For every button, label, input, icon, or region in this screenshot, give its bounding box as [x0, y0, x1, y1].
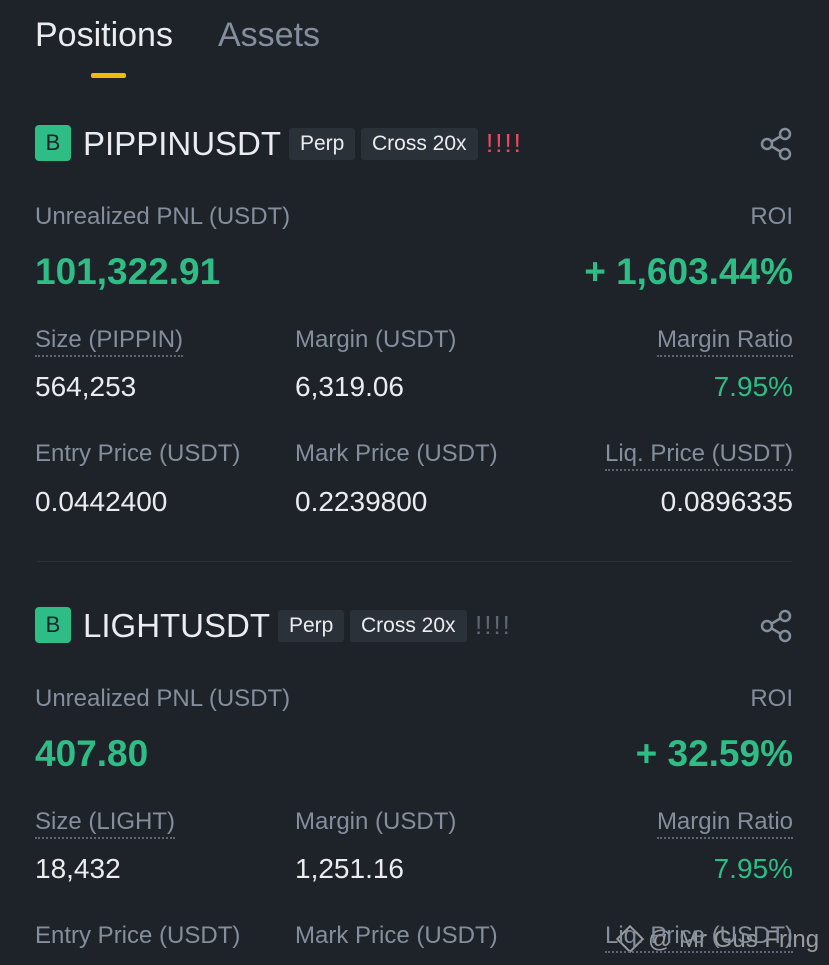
tag: Cross 20x: [361, 128, 478, 160]
field-label: Size (PIPPIN): [35, 325, 184, 357]
roi-value: + 32.59%: [635, 733, 793, 774]
side-badge: B: [35, 125, 71, 161]
field-label: Mark Price (USDT): [295, 440, 498, 467]
tab-assets[interactable]: Assets: [218, 16, 321, 54]
watermark: @ Mr Gus Fring: [615, 924, 820, 955]
field-label: Margin (USDT): [295, 326, 457, 353]
tab-indicator: [91, 73, 126, 78]
symbol: LIGHTUSDT: [83, 607, 271, 644]
field-value: 18,432: [35, 853, 121, 884]
field-value: 7.95%: [713, 853, 793, 884]
roi-label: ROI: [750, 203, 793, 230]
divider: [37, 561, 792, 562]
risk-indicator: !!!!: [486, 128, 523, 158]
field-label: Size (LIGHT): [35, 807, 176, 839]
field-label: Liq. Price (USDT): [604, 921, 793, 953]
share-icon: [760, 609, 792, 643]
pnl-value: 101,322.91: [35, 251, 221, 292]
field-label: Margin (USDT): [295, 808, 457, 835]
field-label: Margin Ratio: [656, 807, 793, 839]
field-value: 0.0442400: [35, 486, 168, 517]
field-value: 1,251.16: [295, 853, 404, 884]
tag: Perp: [278, 610, 345, 642]
watermark-text: @ Mr Gus Fring: [648, 926, 820, 953]
share-button[interactable]: [758, 127, 794, 161]
field-label: Entry Price (USDT): [35, 922, 241, 949]
side-badge: B: [35, 607, 71, 643]
pnl-label: Unrealized PNL (USDT): [35, 203, 291, 230]
pnl-value: 407.80: [35, 733, 149, 774]
roi-label: ROI: [750, 685, 793, 712]
field-value: 0.0896335: [660, 486, 793, 517]
tag: Perp: [289, 128, 356, 160]
field-label: Mark Price (USDT): [295, 922, 498, 949]
field-value: 564,253: [35, 371, 137, 402]
roi-value: + 1,603.44%: [584, 251, 793, 292]
tag: Cross 20x: [350, 610, 467, 642]
symbol: PIPPINUSDT: [83, 125, 282, 162]
field-label: Margin Ratio: [656, 325, 793, 357]
share-button[interactable]: [758, 609, 794, 643]
field-value: 0.2239800: [295, 486, 428, 517]
share-icon: [760, 127, 792, 161]
pnl-label: Unrealized PNL (USDT): [35, 685, 291, 712]
field-value: 7.95%: [713, 371, 793, 402]
field-value: 6,319.06: [295, 371, 404, 402]
tab-positions[interactable]: Positions: [35, 16, 173, 54]
risk-indicator: !!!!: [475, 610, 512, 640]
field-label: Liq. Price (USDT): [604, 439, 793, 471]
field-label: Entry Price (USDT): [35, 440, 241, 467]
